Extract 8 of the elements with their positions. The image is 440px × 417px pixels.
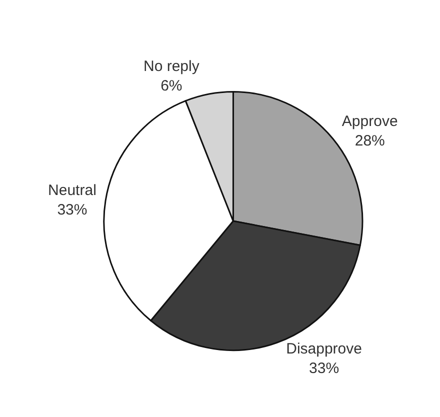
slice-label: Neutral [48,182,96,200]
data-label: 28% [354,132,385,150]
data-label: 33% [57,202,88,219]
slice-label: Approve [342,112,398,130]
slice-label: Disapprove [286,340,362,358]
data-label: 33% [309,360,340,378]
slice-label: No reply [144,58,200,76]
data-label: 6% [160,78,182,95]
